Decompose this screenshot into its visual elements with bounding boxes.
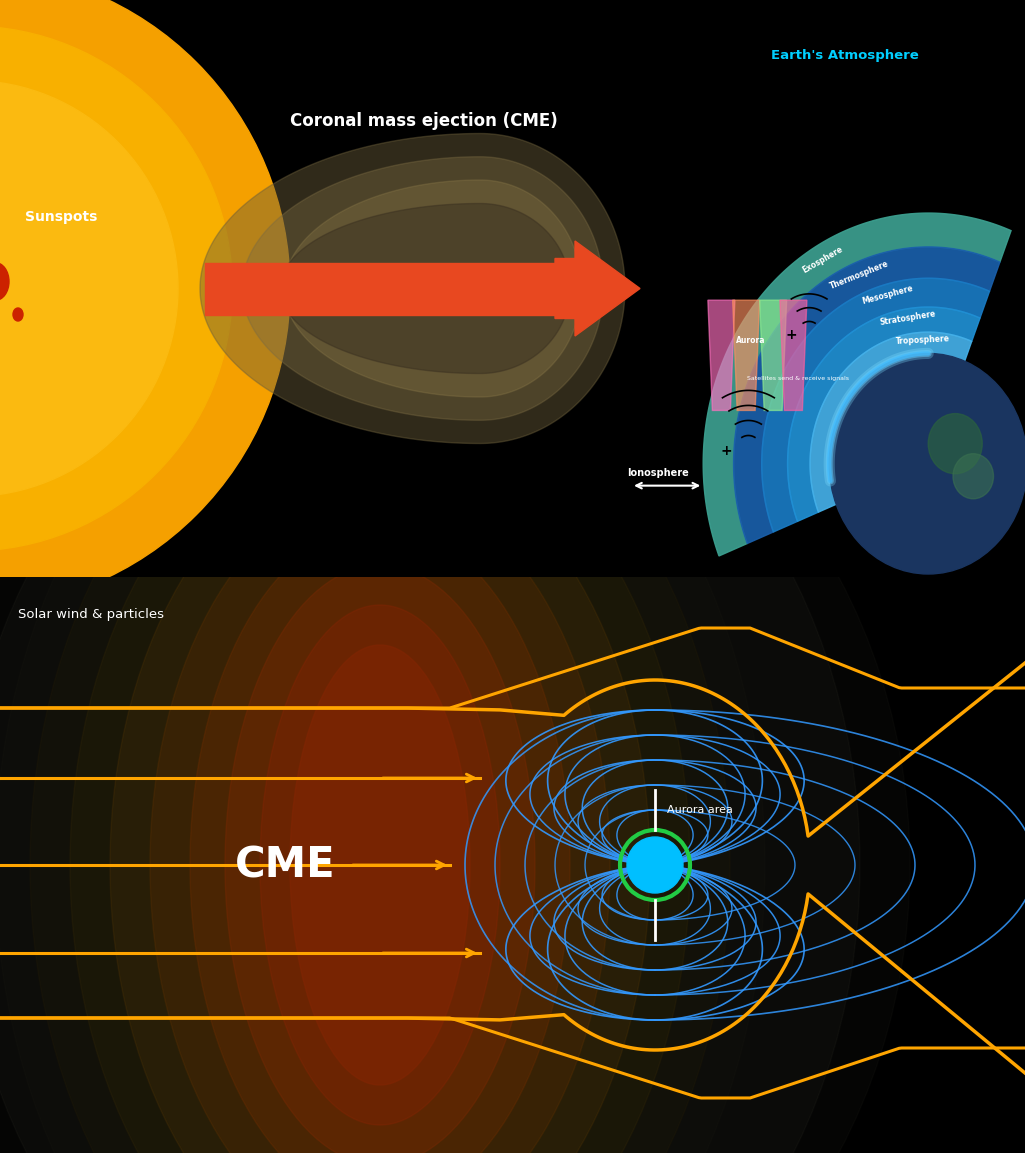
- Circle shape: [0, 81, 178, 497]
- Polygon shape: [810, 332, 972, 512]
- Text: Coronal mass ejection (CME): Coronal mass ejection (CME): [290, 113, 558, 130]
- Ellipse shape: [190, 525, 570, 1153]
- Text: Ionosphere: Ionosphere: [626, 468, 689, 477]
- Ellipse shape: [30, 366, 730, 1153]
- Circle shape: [0, 27, 233, 551]
- Polygon shape: [703, 213, 1011, 556]
- Circle shape: [953, 453, 993, 499]
- Ellipse shape: [0, 325, 765, 1153]
- Ellipse shape: [0, 315, 860, 1153]
- Polygon shape: [787, 307, 980, 521]
- Polygon shape: [242, 157, 604, 420]
- Polygon shape: [734, 247, 1000, 543]
- Polygon shape: [708, 300, 735, 410]
- Text: Satellites send & receive signals: Satellites send & receive signals: [747, 376, 849, 382]
- Polygon shape: [280, 203, 570, 374]
- Text: Solar wind & particles: Solar wind & particles: [18, 608, 164, 621]
- Text: Troposphere: Troposphere: [895, 334, 950, 346]
- FancyArrow shape: [555, 241, 640, 336]
- Text: CME: CME: [235, 844, 335, 886]
- Ellipse shape: [226, 565, 535, 1153]
- Circle shape: [829, 354, 1025, 574]
- Text: Sunspots: Sunspots: [25, 211, 97, 225]
- Ellipse shape: [13, 308, 23, 321]
- Ellipse shape: [260, 605, 500, 1125]
- Circle shape: [0, 0, 290, 609]
- Ellipse shape: [110, 445, 650, 1153]
- Text: Exosphere: Exosphere: [801, 244, 845, 274]
- Circle shape: [929, 414, 982, 474]
- Text: +: +: [785, 329, 797, 342]
- Text: Aurora area: Aurora area: [667, 805, 733, 815]
- Ellipse shape: [290, 645, 470, 1085]
- Polygon shape: [200, 134, 625, 444]
- Polygon shape: [760, 300, 786, 410]
- Ellipse shape: [70, 405, 690, 1153]
- Text: +: +: [721, 444, 732, 458]
- Ellipse shape: [150, 485, 610, 1153]
- Text: Thermosphere: Thermosphere: [829, 258, 891, 291]
- Polygon shape: [780, 300, 807, 410]
- Text: Mesosphere: Mesosphere: [861, 284, 914, 307]
- Text: Stratosphere: Stratosphere: [878, 309, 936, 327]
- Polygon shape: [284, 180, 581, 397]
- Polygon shape: [733, 300, 760, 410]
- Ellipse shape: [0, 306, 910, 1153]
- Circle shape: [627, 837, 683, 894]
- Polygon shape: [762, 278, 989, 532]
- Text: Aurora: Aurora: [736, 336, 766, 345]
- Text: Earth's Atmosphere: Earth's Atmosphere: [771, 48, 918, 61]
- Ellipse shape: [0, 263, 9, 301]
